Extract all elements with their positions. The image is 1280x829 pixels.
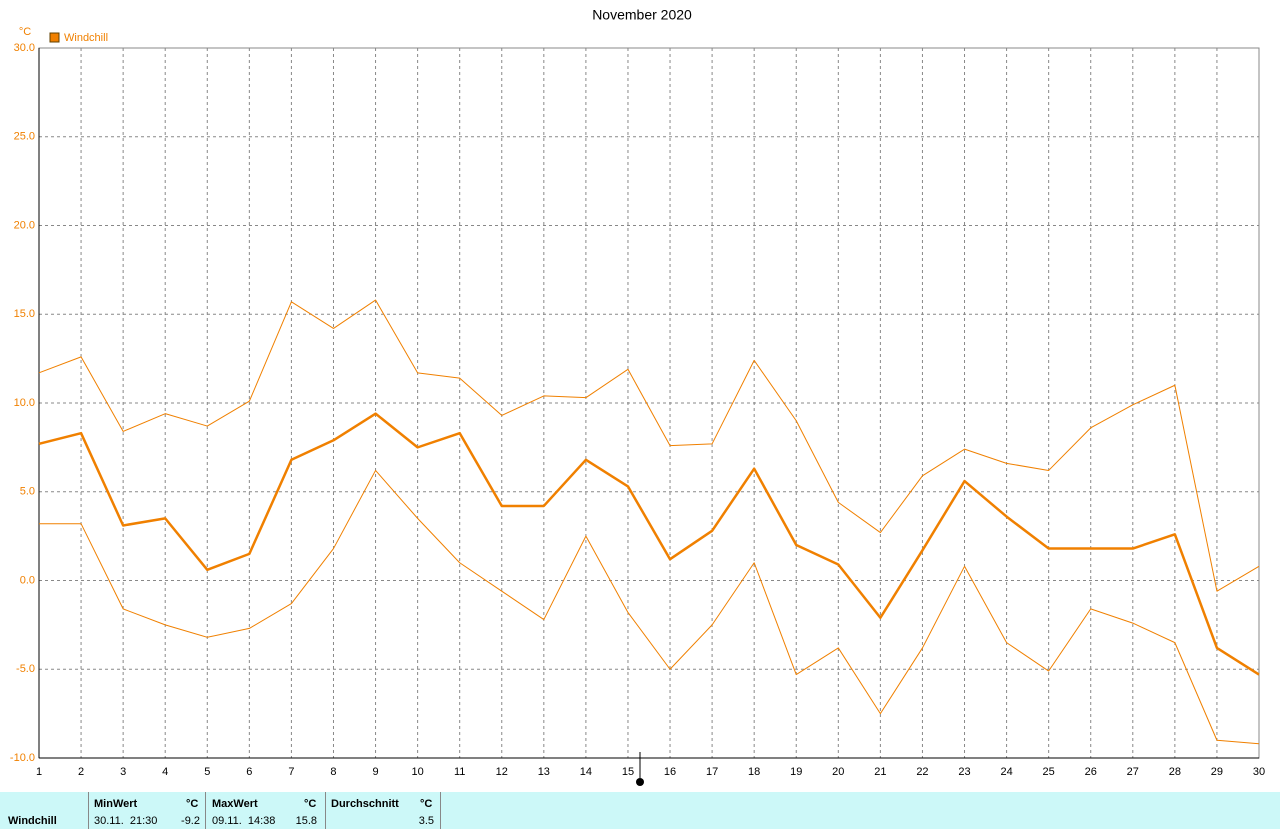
value: 3.5 — [418, 815, 434, 827]
divider — [205, 792, 206, 829]
unit: °C — [304, 798, 317, 810]
x-tick-label: 5 — [204, 766, 210, 778]
x-tick-label: 20 — [832, 766, 844, 778]
x-tick-label: 28 — [1169, 766, 1181, 778]
x-tick-label: 17 — [706, 766, 718, 778]
x-tick-label: 15 — [622, 766, 634, 778]
y-unit: °C — [19, 26, 31, 38]
x-tick-label: 18 — [748, 766, 760, 778]
y-tick-label: 10.0 — [14, 397, 35, 409]
x-tick-label: 27 — [1127, 766, 1139, 778]
x-tick-label: 25 — [1043, 766, 1055, 778]
divider — [325, 792, 326, 829]
series-line — [38, 412, 1260, 676]
unit: °C — [186, 798, 199, 810]
chart-title: November 2020 — [592, 7, 692, 23]
y-tick-label: 5.0 — [20, 486, 35, 498]
divider — [88, 792, 89, 829]
time: 30.11. 21:30 — [94, 815, 158, 827]
x-tick-label: 4 — [162, 766, 168, 778]
header: MinWert — [94, 798, 138, 810]
header: Durchschnitt — [331, 798, 399, 810]
value: -9.2 — [181, 815, 200, 827]
y-tick-label: -10.0 — [10, 752, 35, 764]
y-tick-label: -5.0 — [16, 663, 35, 675]
x-tick-label: 6 — [246, 766, 252, 778]
summary-table: Windchill MinWert °C 30.11. 21:30 -9.2 M… — [0, 792, 1280, 829]
value: 15.8 — [295, 815, 317, 827]
series-line — [38, 299, 1260, 592]
header: MaxWert — [212, 798, 258, 810]
y-tick-label: 15.0 — [14, 308, 35, 320]
y-tick-label: 25.0 — [14, 131, 35, 143]
x-tick-label: 30 — [1253, 766, 1265, 778]
x-tick-label: 3 — [120, 766, 126, 778]
y-tick-label: 30.0 — [14, 42, 35, 54]
x-tick-label: 21 — [874, 766, 886, 778]
x-tick-label: 1 — [36, 766, 42, 778]
chart: November 2020 °C -10.0 -5.0 0.0 5.0 10.0 15.0… — [10, 7, 1265, 786]
x-tick-label: 7 — [288, 766, 294, 778]
x-tick-label: 29 — [1211, 766, 1223, 778]
time: 09.11. 14:38 — [212, 815, 276, 827]
marker-dot — [636, 778, 644, 786]
x-tick-label: 8 — [330, 766, 336, 778]
series-line — [39, 469, 1260, 745]
x-tick-label: 2 — [78, 766, 84, 778]
x-tick-label: 9 — [372, 766, 378, 778]
x-tick-label: 13 — [538, 766, 550, 778]
x-tick-label: 24 — [1000, 766, 1012, 778]
x-tick-label: 10 — [411, 766, 423, 778]
y-tick-label: 0.0 — [20, 574, 35, 586]
legend-label: Windchill — [64, 32, 108, 44]
x-tick-label: 16 — [664, 766, 676, 778]
x-tick-label: 12 — [496, 766, 508, 778]
unit: °C — [420, 798, 433, 810]
x-tick-label: 11 — [454, 766, 465, 778]
row-label: Windchill — [8, 815, 57, 827]
divider — [440, 792, 441, 829]
y-tick-label: 20.0 — [14, 219, 35, 231]
legend-swatch — [49, 32, 60, 43]
x-tick-label: 26 — [1085, 766, 1097, 778]
x-tick-label: 19 — [790, 766, 802, 778]
x-tick-label: 23 — [958, 766, 970, 778]
x-tick-label: 14 — [580, 766, 592, 778]
x-tick-label: 22 — [916, 766, 928, 778]
